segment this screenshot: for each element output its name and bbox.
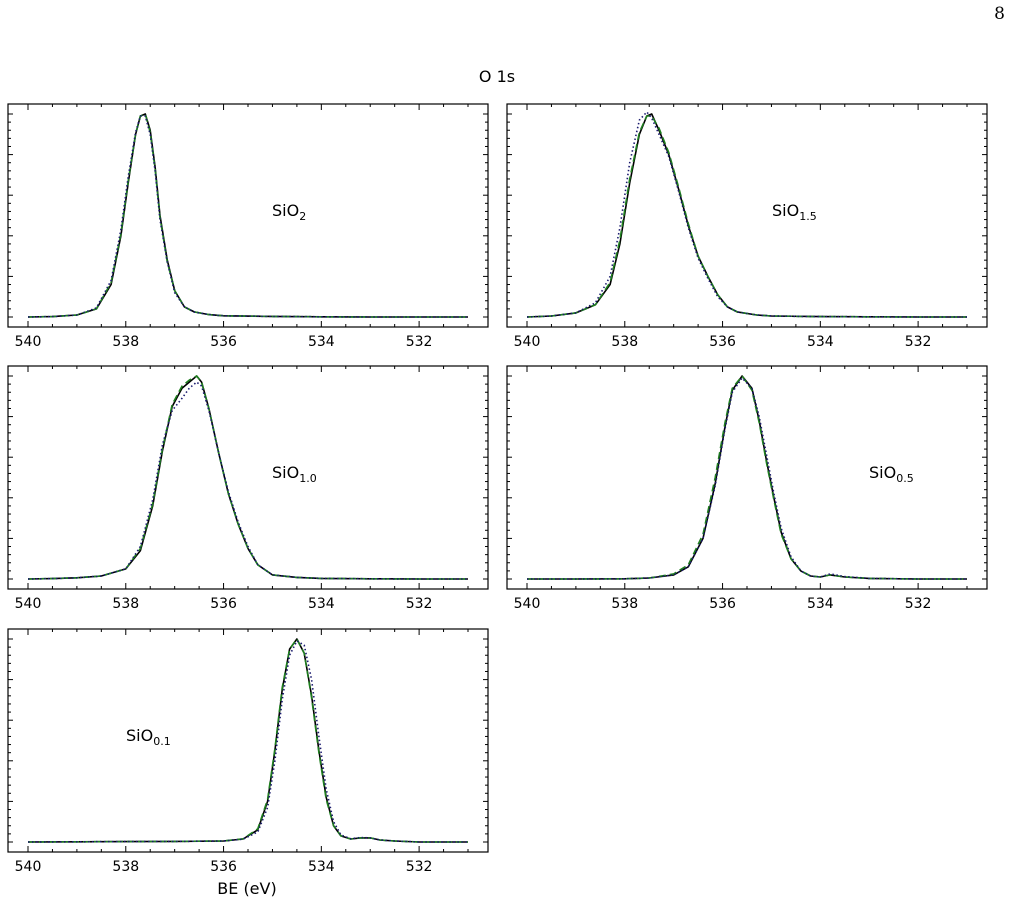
x-tick-label: 540 xyxy=(514,596,541,612)
axes-frame xyxy=(7,628,489,853)
panel-3: 540 538 536 534 532 SiO1.0 xyxy=(7,365,489,612)
axes-frame xyxy=(7,103,489,328)
x-tick-label: 534 xyxy=(308,596,335,612)
series-solid xyxy=(27,638,468,843)
x-tick-label: 540 xyxy=(15,334,42,350)
x-tick-label: 534 xyxy=(807,596,834,612)
series-solid xyxy=(27,375,468,580)
series-dotted xyxy=(27,640,468,843)
sample-label: SiO0.1 xyxy=(126,726,171,748)
series-dashed xyxy=(27,375,468,580)
x-tick-label: 536 xyxy=(210,859,237,875)
axes-frame xyxy=(506,103,988,328)
x-tick-label: 532 xyxy=(905,596,932,612)
x-tick-label: 536 xyxy=(210,334,237,350)
sample-label-subscript: 2 xyxy=(299,210,306,223)
series-dashed xyxy=(527,375,967,580)
series-dashed xyxy=(27,113,468,318)
sample-label: SiO0.5 xyxy=(869,463,914,485)
sample-label-subscript: 0.5 xyxy=(896,472,914,485)
axes-frame xyxy=(506,365,988,590)
page-number: 8 xyxy=(994,4,1005,24)
series-dashed xyxy=(526,115,967,318)
x-tick-label: 534 xyxy=(308,859,335,875)
panel-4: 540 538 536 534 532 SiO0.5 xyxy=(506,365,988,612)
x-axis-label: BE (eV) xyxy=(217,879,276,898)
sample-label-subscript: 0.1 xyxy=(153,735,171,748)
panel-5: 540 538 536 534 532 SiO0.1 xyxy=(7,628,489,875)
x-tick-label: 538 xyxy=(112,596,139,612)
series-dotted xyxy=(27,115,468,318)
x-tick-label: 540 xyxy=(15,596,42,612)
x-tick-label: 540 xyxy=(514,334,541,350)
sample-label: SiO1.0 xyxy=(272,463,317,485)
series-solid xyxy=(27,113,468,318)
sample-label-main: SiO xyxy=(126,726,153,745)
x-tick-label: 536 xyxy=(709,334,736,350)
x-tick-label: 534 xyxy=(308,334,335,350)
sample-label-main: SiO xyxy=(272,463,299,482)
sample-label-main: SiO xyxy=(272,201,299,220)
sample-label-subscript: 1.0 xyxy=(299,472,317,485)
x-tick-label: 538 xyxy=(611,334,638,350)
sample-label-main: SiO xyxy=(772,201,799,220)
series-dotted xyxy=(27,381,468,580)
x-tick-label: 538 xyxy=(112,334,139,350)
sample-label-main: SiO xyxy=(869,463,896,482)
x-tick-label: 536 xyxy=(709,596,736,612)
sample-label: SiO1.5 xyxy=(772,201,817,223)
panel-1: 540 538 536 534 532 SiO2 xyxy=(7,103,489,350)
x-tick-label: 540 xyxy=(15,859,42,875)
x-tick-label: 536 xyxy=(210,596,237,612)
x-tick-label: 538 xyxy=(112,859,139,875)
series-dashed xyxy=(27,638,468,843)
x-tick-label: 532 xyxy=(406,334,433,350)
x-tick-label: 532 xyxy=(406,596,433,612)
sample-label: SiO2 xyxy=(272,201,306,223)
x-tick-label: 534 xyxy=(807,334,834,350)
series-solid xyxy=(526,113,967,318)
sample-label-subscript: 1.5 xyxy=(799,210,817,223)
x-tick-label: 532 xyxy=(905,334,932,350)
figure-title: O 1s xyxy=(479,67,515,86)
series-dotted xyxy=(527,377,967,580)
axes-frame xyxy=(7,365,489,590)
series-dotted xyxy=(526,111,967,318)
x-tick-label: 532 xyxy=(406,859,433,875)
x-tick-label: 538 xyxy=(611,596,638,612)
panel-2: 540 538 536 534 532 SiO1.5 xyxy=(506,103,988,350)
